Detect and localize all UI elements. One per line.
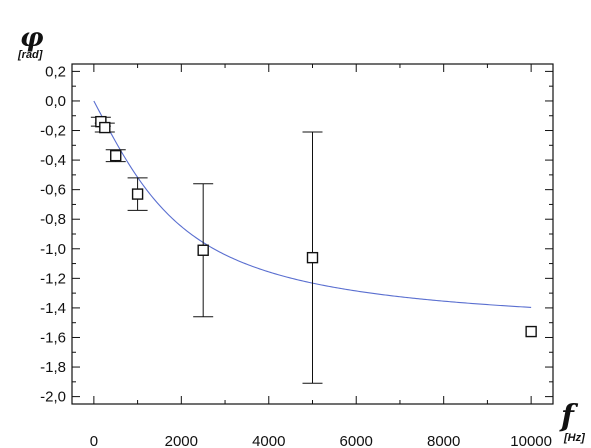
y-axis-unit: [rad] bbox=[17, 49, 43, 61]
x-tick-label: 4000 bbox=[252, 433, 285, 448]
y-tick-label: 0,0 bbox=[45, 93, 66, 110]
y-tick-label: -1,8 bbox=[40, 359, 66, 376]
x-axis-unit: [Hz] bbox=[563, 432, 585, 444]
y-tick-label: -0,6 bbox=[40, 182, 66, 199]
y-tick-label: -0,4 bbox=[40, 152, 66, 169]
y-tick-label: -1,6 bbox=[40, 329, 66, 346]
y-tick-label: -1,2 bbox=[40, 270, 66, 287]
tick-marks bbox=[72, 64, 553, 404]
data-point bbox=[197, 244, 209, 256]
data-points bbox=[95, 115, 537, 338]
x-axis-symbol: f bbox=[559, 399, 579, 434]
data-point bbox=[131, 188, 144, 200]
x-tick-label: 10000 bbox=[510, 433, 552, 448]
x-tick-label: 8000 bbox=[427, 433, 460, 448]
y-tick-label: -1,4 bbox=[40, 300, 66, 317]
y-tick-label: -2,0 bbox=[40, 389, 66, 406]
y-tick-label: 0,2 bbox=[45, 63, 66, 80]
x-tick-label: 6000 bbox=[340, 433, 373, 448]
data-point bbox=[525, 325, 537, 338]
data-point bbox=[110, 149, 122, 162]
y-tick-label: -0,8 bbox=[40, 211, 66, 228]
y-tick-label: -0,2 bbox=[40, 123, 66, 140]
data-point bbox=[306, 251, 319, 264]
y-axis-symbol: φ bbox=[20, 23, 44, 53]
data-point bbox=[99, 121, 111, 134]
y-tick-label: -1,0 bbox=[40, 241, 66, 258]
tick-labels: 0,2 0,0 -0,2 -0,4 -0,6 -0,8 -1,0 -1,2 -1,4 -1,6 -1… bbox=[40, 63, 552, 448]
x-tick-label: 0 bbox=[90, 433, 98, 448]
x-tick-label: 2000 bbox=[165, 433, 198, 448]
